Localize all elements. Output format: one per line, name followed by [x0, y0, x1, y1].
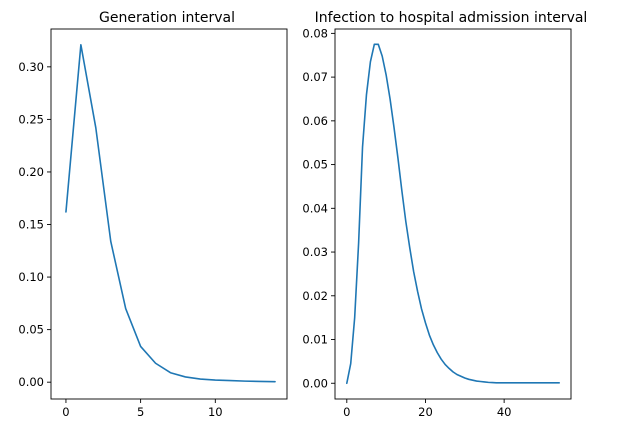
y-tick-label: 0.00: [302, 376, 328, 390]
chart-title: Infection to hospital admission interval: [315, 10, 588, 26]
y-tick-label: 0.03: [302, 245, 328, 259]
y-tick-label: 0.25: [18, 112, 44, 126]
x-tick-label: 0: [343, 405, 350, 419]
x-tick-label: 5: [137, 405, 144, 419]
y-tick-label: 0.06: [302, 114, 328, 128]
y-tick-label: 0.05: [18, 323, 44, 337]
y-tick-label: 0.01: [302, 333, 328, 347]
x-tick-label: 0: [62, 405, 69, 419]
chart-title: Generation interval: [99, 10, 235, 26]
y-tick-label: 0.02: [302, 289, 328, 303]
x-tick-label: 20: [418, 405, 433, 419]
y-tick-label: 0.08: [302, 26, 328, 40]
y-tick-label: 0.04: [302, 201, 328, 215]
x-tick-label: 10: [208, 405, 223, 419]
y-tick-label: 0.30: [18, 60, 44, 74]
plot-frame: [334, 28, 572, 400]
y-tick-label: 0.20: [18, 165, 44, 179]
y-tick-label: 0.10: [18, 270, 44, 284]
generation-interval-chart: Generation interval 0 5 10 0.00 0.05 0.10 0.15…: [18, 10, 288, 419]
y-tick-label: 0.15: [18, 218, 44, 232]
plot-frame: [50, 28, 288, 400]
series-line: [65, 43, 276, 383]
y-tick-label: 0.00: [18, 375, 44, 389]
y-tick-label: 0.05: [302, 158, 328, 172]
y-tick-label: 0.07: [302, 70, 328, 84]
series-line: [345, 43, 561, 385]
admission-interval-chart: Infection to hospital admission interval…: [302, 10, 587, 419]
x-tick-label: 40: [497, 405, 512, 419]
